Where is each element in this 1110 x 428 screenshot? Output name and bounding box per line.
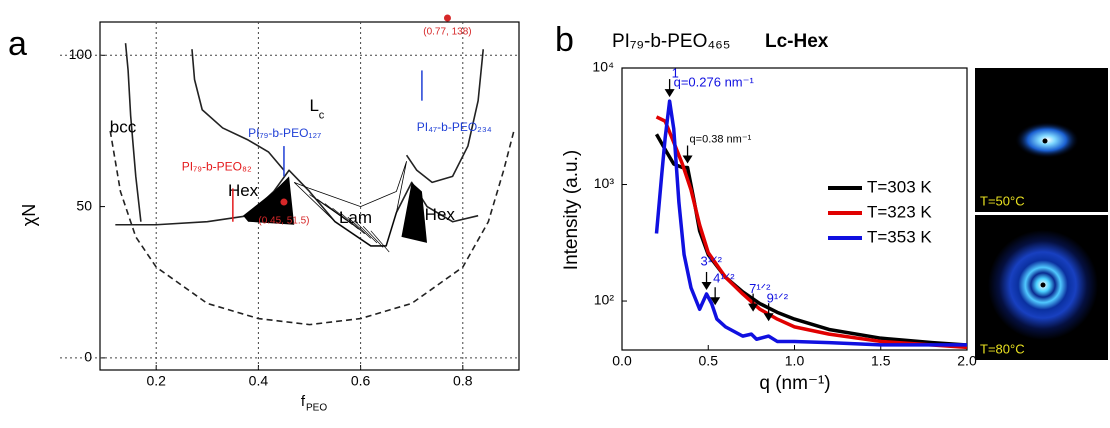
x-tick-label: 1.0 (785, 353, 805, 369)
x-tick-label: 0.4 (249, 373, 269, 389)
sample-label: PI₄₇-b-PEO₂₃₄ (417, 120, 492, 134)
y-tick-label: 0 (84, 349, 92, 365)
arrow-label: 4¹ᐟ² (713, 271, 735, 286)
phase-region (293, 161, 407, 247)
arrow-head (682, 155, 693, 164)
phase-label: Hex (425, 205, 456, 224)
image-label: T=50°C (980, 193, 1025, 208)
series-line (654, 99, 967, 347)
x-tick-label: 0.8 (453, 373, 473, 389)
x-tick-label: 0.5 (699, 353, 719, 369)
panel-label: a (8, 25, 27, 63)
x-tick-label: 0.2 (146, 373, 166, 389)
x-tick-label: 1.5 (871, 353, 891, 369)
x-axis-label-sub: PEO (306, 403, 327, 414)
arrow-head (710, 297, 721, 306)
point-label: (0.77, 138) (423, 27, 471, 38)
panel-label: b (555, 21, 574, 59)
phase-label: L (310, 96, 319, 115)
point-label: (0.45, 51.5) (258, 216, 309, 227)
arrow-label: q=0.276 nm⁻¹ (674, 75, 755, 90)
point (280, 198, 288, 206)
peak-order: 1 (672, 65, 679, 80)
beam-stop (1042, 138, 1048, 144)
arrow-label: q=0.38 nm⁻¹ (690, 133, 752, 145)
x-tick-label: 0.6 (351, 373, 371, 389)
arrow-head (701, 281, 712, 290)
hatch (339, 212, 365, 235)
y-tick-label: 50 (76, 197, 92, 213)
arrow-label: 9¹ᐟ² (767, 291, 789, 306)
series-line (191, 49, 285, 171)
legend-label: T=303 K (867, 177, 932, 196)
phase-label: Lam (339, 208, 372, 227)
hatch (362, 226, 384, 248)
hatch (370, 230, 390, 253)
y-tick-label: 10⁴ (592, 59, 614, 75)
chart-title: PI₇₉-b-PEO₄₆₅ (612, 31, 730, 52)
phase-label-sub: c (319, 110, 325, 122)
arrow-head (664, 89, 675, 98)
x-axis-label: f (301, 393, 306, 410)
chart-title-bold: Lc-Hex (765, 31, 829, 52)
x-axis-label: q (nm⁻¹) (759, 373, 830, 394)
y-tick-label: 100 (69, 46, 93, 62)
x-tick-label: 2.0 (957, 353, 977, 369)
sample-label: PI₇₉-b-PEO₈₂ (182, 159, 252, 173)
hatch (347, 216, 372, 239)
hatch (324, 203, 353, 226)
hatch (355, 221, 378, 244)
legend-label: T=323 K (867, 202, 932, 221)
beam-stop (1040, 282, 1046, 288)
arrow-head (748, 303, 759, 312)
arrow-head (763, 313, 774, 322)
series-line (124, 43, 142, 222)
y-tick-label: 10³ (594, 175, 615, 191)
arrow-label: 3¹ᐟ² (701, 253, 723, 268)
y-axis-label: Intensity (a.u.) (561, 150, 582, 270)
arrow-label: 7¹ᐟ² (749, 281, 771, 296)
y-tick-label: 10² (594, 292, 615, 308)
plot-frame (99, 21, 520, 371)
sample-label: PI₇₉-b-PEO₁₂₇ (248, 126, 321, 140)
phase-region (401, 182, 428, 243)
phase-label: bcc (110, 117, 137, 136)
phase-region (243, 176, 295, 225)
y-axis-label: χN (19, 204, 39, 226)
series-line (405, 49, 485, 184)
image-label: T=80°C (980, 341, 1025, 356)
x-tick-label: 0.0 (612, 353, 632, 369)
series-line (109, 130, 515, 326)
phase-label: Hex (228, 181, 259, 200)
hatch (332, 207, 359, 230)
legend-label: T=353 K (867, 227, 932, 246)
point (443, 14, 451, 22)
